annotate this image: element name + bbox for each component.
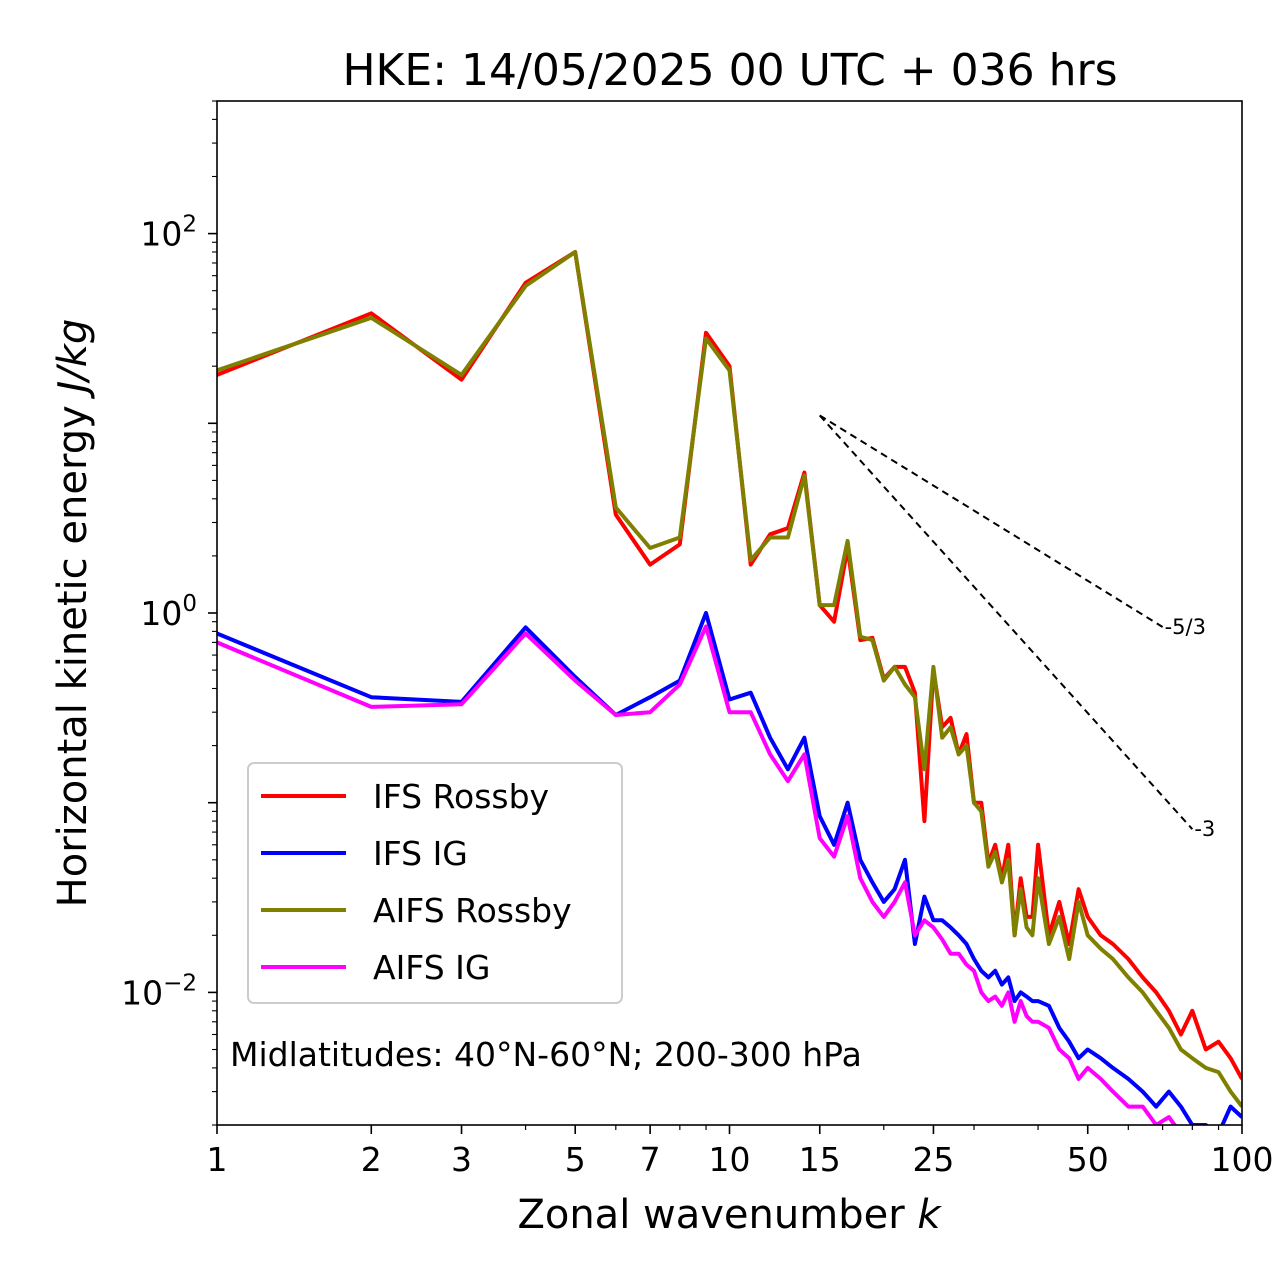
legend-label: IFS Rossby [373,777,549,816]
legend-box [247,762,623,1004]
series-lines [217,250,1242,1125]
x-axis-label: Zonal wavenumber k [517,1192,942,1238]
reference-slope-line [819,414,1194,830]
y-axis-label-unit: J/kg [50,319,96,400]
y-axis-ticks: 102 100 10−2 [121,212,217,1012]
series-line-aifs-rossby [217,250,1242,1108]
x-tick-label: 2 [361,1140,382,1179]
legend-label: IFS IG [373,834,468,873]
x-tick-label: 7 [640,1140,661,1179]
legend: IFS Rossby IFS IG AIFS Rossby AIFS IG [247,762,623,1004]
y-axis-label: Horizontal kinetic energy J/kg [50,319,96,908]
y-tick-label: 10−2 [121,970,197,1012]
x-axis-ticks: 1 2 3 5 7 10 15 25 50 100 [207,1125,1274,1179]
reference-slope-lines: -5/3 -3 [819,414,1215,841]
series-line-ifs-ig [217,611,1242,1125]
x-tick-label: 25 [912,1140,954,1179]
x-tick-label: 50 [1067,1140,1109,1179]
x-tick-label: 1 [207,1140,228,1179]
reference-slope-label: -5/3 [1165,615,1206,639]
x-tick-label: 3 [451,1140,472,1179]
series-line-aifs-ig [217,624,1178,1125]
chart-title: HKE: 14/05/2025 00 UTC + 036 hrs [342,45,1117,96]
x-axis-label-variable: k [917,1192,942,1238]
x-tick-label: 10 [709,1140,751,1179]
reference-slope-label: -3 [1194,817,1215,841]
x-tick-label: 15 [799,1140,841,1179]
region-annotation: Midlatitudes: 40°N-60°N; 200-300 hPa [230,1035,862,1074]
x-tick-label: 100 [1211,1140,1274,1179]
legend-label: AIFS IG [373,948,490,987]
y-tick-label: 102 [140,212,197,254]
x-tick-label: 5 [565,1140,586,1179]
legend-label: AIFS Rossby [373,891,572,930]
y-tick-label: 100 [140,591,197,633]
minor-ticks [208,100,1220,1130]
